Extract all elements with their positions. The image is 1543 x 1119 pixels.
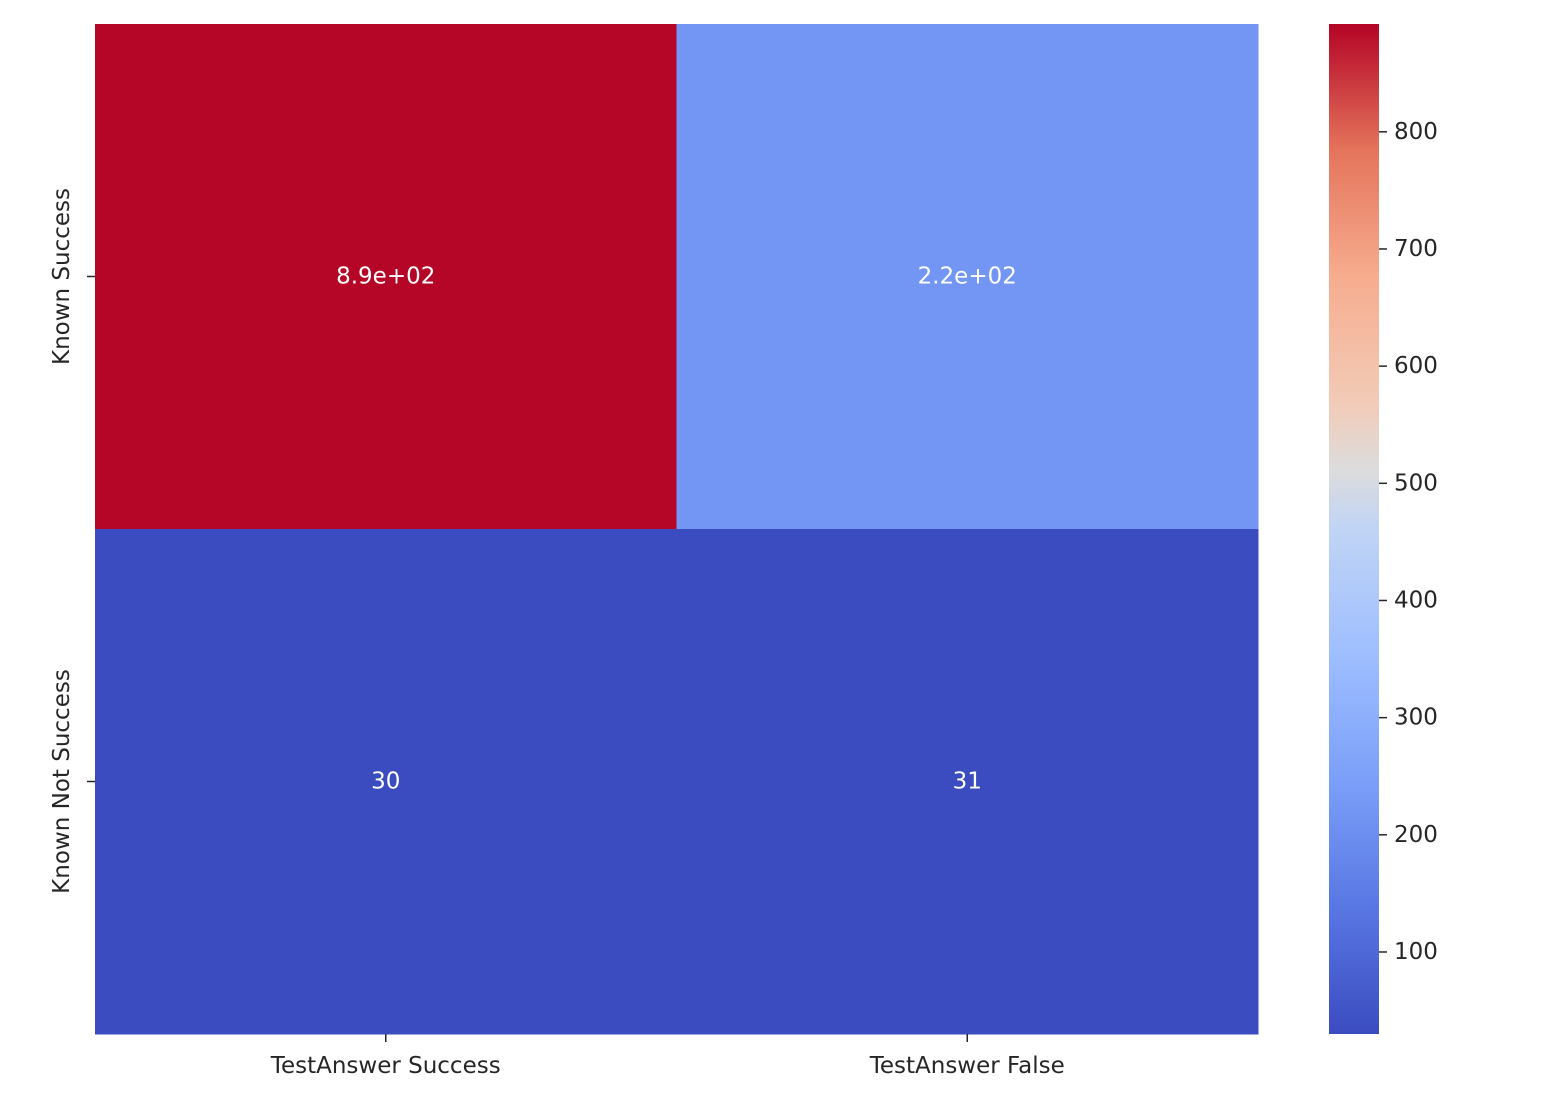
x-axis: TestAnswer Success TestAnswer False [270,1034,1065,1079]
heatmap-annotations: 8.9e+02 2.2e+02 30 31 [336,264,1017,795]
x-tick-label-0: TestAnswer Success [270,1053,501,1079]
colorbar-tick-label-4: 500 [1394,470,1438,496]
heatmap-cells [95,24,1259,1035]
heatmap-cell-r1-c1 [676,529,1259,1035]
colorbar-tick-label-5: 600 [1394,353,1438,379]
colorbar-tick-label-2: 300 [1394,705,1438,731]
heatmap-cell-r0-c1 [676,24,1259,530]
colorbar: 100 200 300 400 500 600 700 800 [1329,24,1438,1034]
cell-annotation-r1-c1: 31 [953,769,982,795]
y-tick-label-1: Known Not Success [49,669,75,894]
cell-annotation-r1-c0: 30 [371,769,400,795]
colorbar-tick-label-0: 100 [1394,939,1438,965]
colorbar-tick-label-1: 200 [1394,822,1438,848]
x-tick-label-1: TestAnswer False [869,1053,1065,1079]
colorbar-gradient [1329,24,1379,1034]
y-tick-label-0: Known Success [49,188,75,365]
heatmap-cell-r1-c0 [95,529,677,1035]
colorbar-tick-label-6: 700 [1394,236,1438,262]
y-axis: Known Success Known Not Success [49,188,95,894]
cell-annotation-r0-c1: 2.2e+02 [918,264,1017,290]
cell-annotation-r0-c0: 8.9e+02 [336,264,435,290]
heatmap-cell-r0-c0 [95,24,677,530]
colorbar-tick-label-3: 400 [1394,587,1438,613]
colorbar-tick-label-7: 800 [1394,119,1438,145]
